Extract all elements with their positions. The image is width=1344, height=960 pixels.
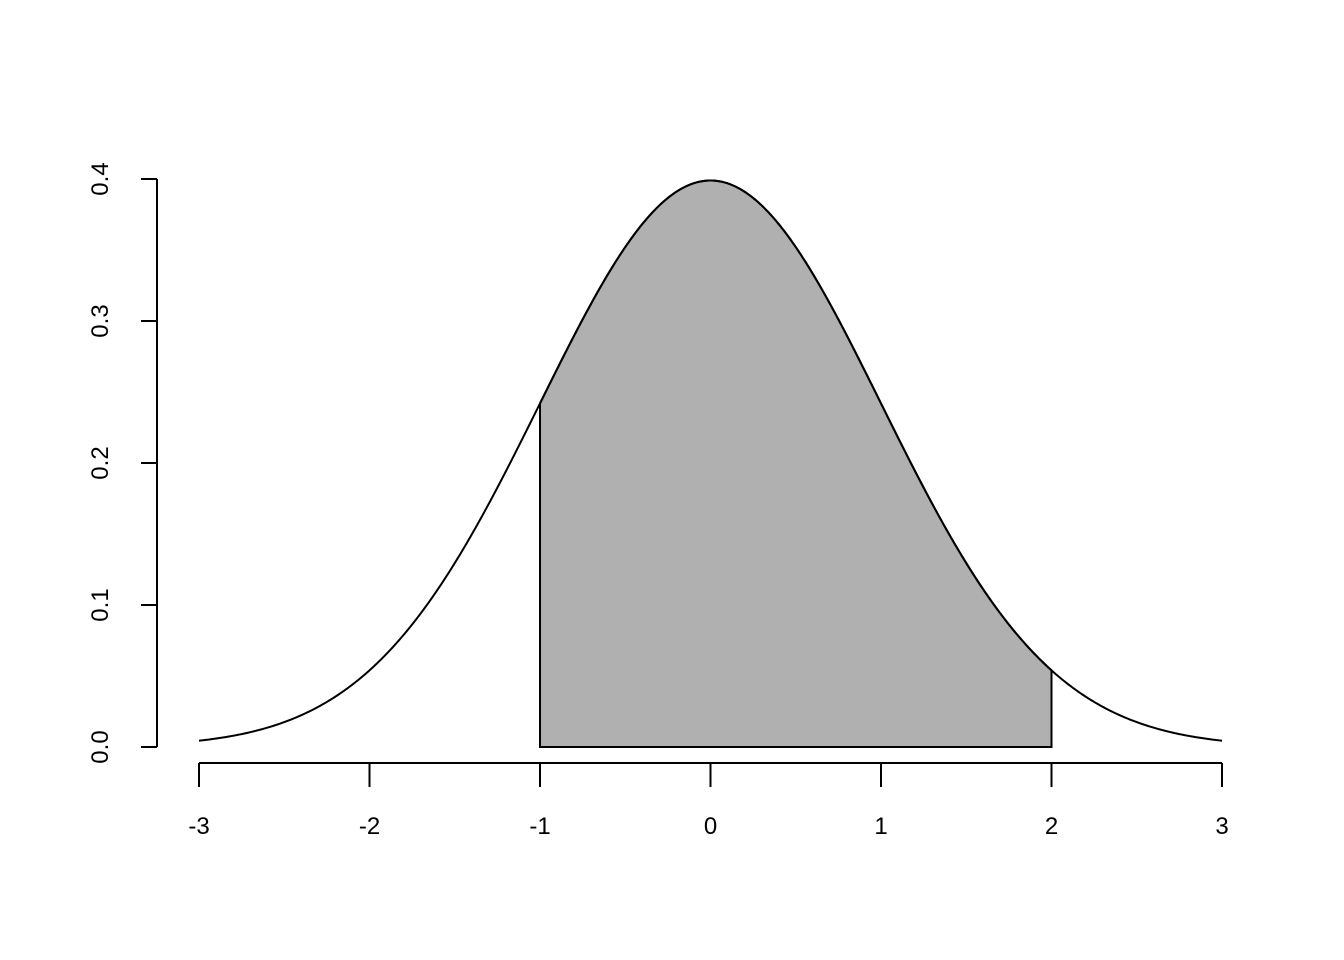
density-curve [198, 179, 1223, 742]
y-tick-label: 0.2 [87, 446, 114, 479]
y-tick-label: 0.4 [87, 162, 114, 195]
x-tick-label: -2 [359, 813, 380, 840]
x-tick-label: 1 [874, 813, 887, 840]
x-tick-label: 0 [704, 813, 717, 840]
shaded-area [539, 179, 1053, 748]
x-tick-label: -3 [188, 813, 209, 840]
y-axis: 0.0 0.1 0.2 0.3 0.4 [87, 162, 158, 764]
x-tick-label: 2 [1045, 813, 1058, 840]
x-tick-label: -1 [529, 813, 550, 840]
y-tick-label: 0.3 [87, 304, 114, 337]
y-tick-label: 0.1 [87, 588, 114, 621]
x-tick-label: 3 [1215, 813, 1228, 840]
x-axis: -3 -2 -1 0 1 2 3 [188, 762, 1229, 840]
y-tick-label: 0.0 [87, 730, 114, 763]
